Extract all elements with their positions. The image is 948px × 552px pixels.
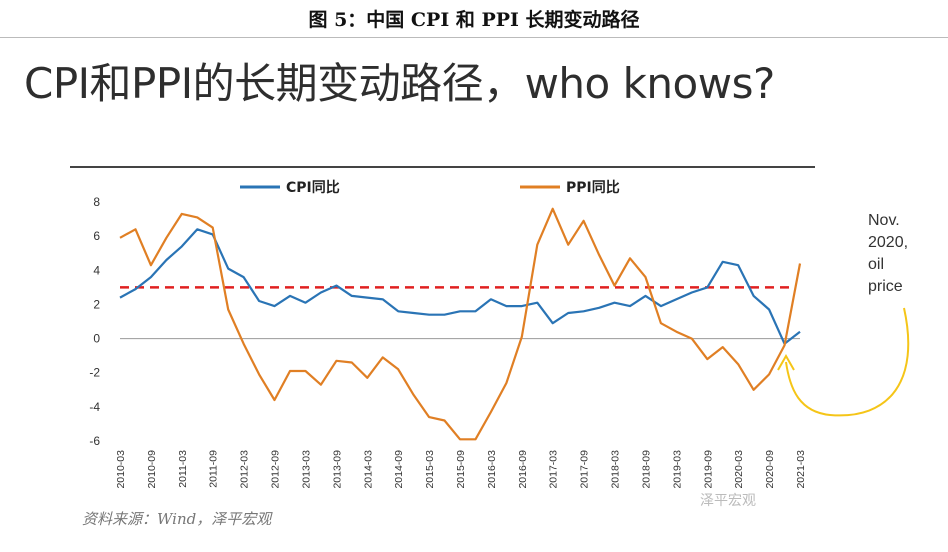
- x-tick-label: 2019-09: [702, 450, 714, 489]
- annotation-arrowhead: [777, 353, 795, 371]
- x-tick-label: 2020-09: [764, 450, 776, 489]
- source-note: 资料来源：Wind，泽平宏观: [82, 510, 272, 528]
- x-tick-label: 2018-03: [610, 450, 622, 489]
- y-tick-label: 2: [93, 297, 100, 311]
- x-tick-label: 2015-09: [455, 450, 467, 489]
- x-tick-label: 2013-09: [331, 450, 343, 489]
- annotation-arrow: [785, 307, 910, 417]
- annotation-line: price: [868, 278, 903, 295]
- x-tick-label: 2016-09: [517, 450, 529, 489]
- slide-title: CPI和PPI的长期变动路径，who knows?: [24, 59, 775, 108]
- y-tick-label: 0: [93, 332, 100, 346]
- cpi-series-line: [119, 228, 801, 345]
- x-tick-label: 2017-03: [548, 450, 560, 489]
- annotation-line: 2020,: [868, 234, 909, 251]
- y-tick-label: -2: [89, 366, 100, 380]
- y-tick-label: 4: [93, 263, 100, 277]
- legend-label: PPI同比: [566, 179, 620, 196]
- x-tick-label: 2018-09: [640, 450, 652, 489]
- x-tick-label: 2021-03: [795, 450, 807, 489]
- figure-caption: 图 5：中国 CPI 和 PPI 长期变动路径: [0, 0, 948, 38]
- annotation-line: oil: [868, 256, 885, 273]
- x-tick-label: 2010-09: [146, 450, 158, 489]
- annotation-line: Nov.: [868, 212, 900, 229]
- y-tick-label: 8: [93, 195, 100, 209]
- y-tick-label: 6: [93, 229, 100, 243]
- x-tick-label: 2013-03: [300, 450, 312, 489]
- y-tick-label: -6: [89, 434, 100, 448]
- ppi-series-line: [119, 207, 802, 441]
- watermark: 泽平宏观: [700, 493, 756, 509]
- x-tick-label: 2014-09: [393, 450, 405, 489]
- x-tick-label: 2020-03: [733, 450, 745, 489]
- x-tick-label: 2017-09: [579, 450, 591, 489]
- x-tick-label: 2010-03: [115, 450, 127, 489]
- x-tick-label: 2012-09: [270, 450, 282, 489]
- legend-label: CPI同比: [286, 179, 340, 196]
- x-tick-label: 2016-03: [486, 450, 498, 489]
- oil-price-annotation: Nov. 2020, oil price: [868, 210, 908, 298]
- x-tick-label: 2012-03: [239, 450, 251, 489]
- x-tick-label: 2019-03: [671, 450, 683, 489]
- x-tick-label: 2015-03: [424, 450, 436, 489]
- x-tick-label: 2011-09: [208, 450, 220, 488]
- y-tick-label: -4: [89, 400, 100, 414]
- x-tick-label: 2014-03: [362, 450, 374, 489]
- x-tick-label: 2011-03: [177, 450, 189, 488]
